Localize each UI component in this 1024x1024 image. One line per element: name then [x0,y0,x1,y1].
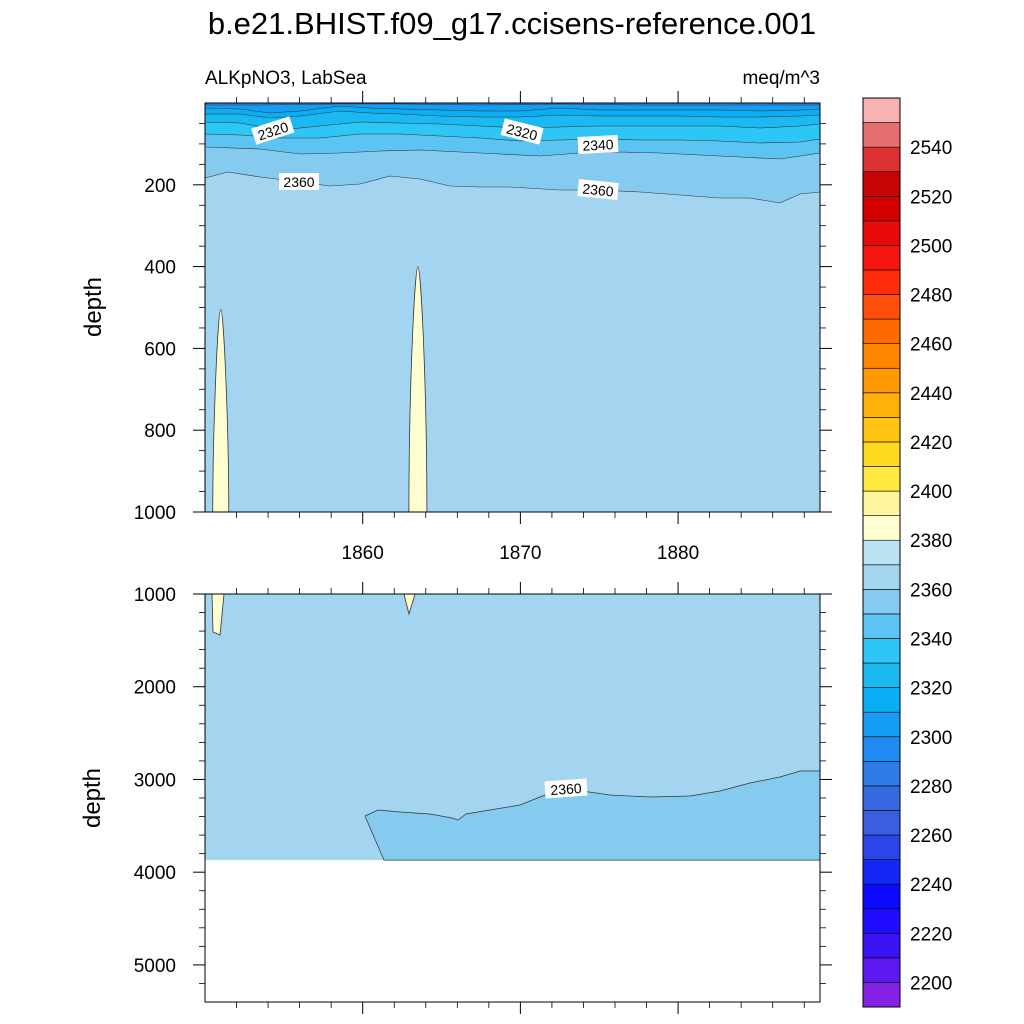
upper-contour-label-group: 2320 [500,118,544,145]
upper-contour-label-group: 2360 [279,173,319,190]
colorbar-tick-label: 2540 [910,138,952,159]
colorbar-swatch [862,564,901,590]
colorbar-swatch [862,392,901,418]
upper-contour-label: 2360 [582,180,615,199]
colorbar-tick-label: 2380 [910,531,952,552]
lower-contour-label-group: 2360 [544,778,588,799]
colorbar-tick-label: 2260 [910,826,952,847]
colorbar: 2200 2220 2240 2260 2280 2300 2320 2340 2360 2380… [862,97,952,1008]
colorbar-swatch [862,810,901,836]
lower-panel: 2360 1000 2000 3000 4000 5000 depth [79,582,832,1014]
lower-contour-label: 2360 [550,780,582,798]
colorbar-tick-label: 2440 [910,384,952,405]
colorbar-tick-label: 2460 [910,335,952,356]
upper-contour-label-group: 2360 [577,178,619,201]
colorbar-tick-label: 2420 [910,433,952,454]
lower-y-tick-label: 1000 [134,585,176,606]
upper-anomaly-lens [408,266,428,513]
chart-title: b.e21.BHIST.f09_g17.ccisens-reference.00… [208,6,816,41]
colorbar-swatch [862,711,901,738]
colorbar-swatch [862,97,901,123]
colorbar-tick-label: 2320 [910,679,952,700]
colorbar-swatch [862,613,901,639]
colorbar-swatch [862,146,901,173]
colorbar-swatch [862,171,901,197]
variable-label: ALKpNO3, LabSea [205,68,367,89]
colorbar-swatch [862,589,901,615]
upper-y-tick-label: 200 [144,176,176,197]
upper-contour-label-bg [577,134,619,155]
colorbar-tick-label: 2500 [910,236,952,257]
colorbar-swatch [862,982,901,1008]
upper-y-tick-label: 800 [144,421,176,442]
upper-contour-label-bg [577,178,619,201]
colorbar-swatch [862,736,901,762]
colorbar-swatch [862,417,901,443]
x-tick-label: 1880 [657,543,699,564]
upper-contour-label-bg [500,118,544,145]
colorbar-swatch [862,122,901,148]
upper-contour-label: 2340 [582,136,614,154]
upper-contour-band [204,102,821,114]
colorbar-swatch [862,834,901,860]
colorbar-swatch [862,220,901,246]
colorbar-swatch [862,932,901,959]
lower-y-axis-label: depth [79,768,106,828]
colorbar-tick-label: 2400 [910,482,952,503]
colorbar-swatch [862,687,901,713]
x-tick-label: 1870 [499,543,541,564]
colorbar-tick-label: 2280 [910,777,952,798]
colorbar-swatch [862,441,901,467]
upper-contour-label: 2360 [283,174,314,190]
colorbar-swatch [862,515,901,541]
colorbar-tick-label: 2300 [910,728,952,749]
colorbar-swatch [862,883,901,910]
upper-contour-label-bg [279,173,319,190]
colorbar-tick-label: 2520 [910,187,952,208]
x-tick-label: 1860 [342,543,384,564]
upper-y-tick-label: 400 [144,258,176,279]
upper-contour-label-bg [251,116,295,145]
colorbar-swatch [862,638,901,664]
colorbar-swatch [862,343,901,369]
upper-anomaly-lens [212,309,230,513]
colorbar-tick-label: 2340 [910,629,952,650]
lower-y-tick-label: 5000 [134,956,176,977]
colorbar-swatch [862,245,901,271]
colorbar-tick-label: 2220 [910,924,952,945]
lower-y-tick-label: 4000 [134,863,176,884]
colorbar-swatch [862,466,901,492]
lower-y-tick-label: 3000 [134,770,176,791]
colorbar-swatch [862,367,901,394]
upper-y-axis-label: depth [80,277,107,337]
colorbar-tick-label: 2360 [910,580,952,601]
colorbar-tick-label: 2480 [910,286,952,307]
colorbar-swatch [862,908,901,934]
colorbar-swatch [862,269,901,295]
colorbar-swatch [862,957,901,983]
colorbar-swatch [862,662,901,688]
colorbar-swatch [862,294,901,320]
colorbar-swatch [862,859,901,885]
upper-contour-label: 2320 [505,120,539,143]
lower-contour-region [364,770,821,861]
colorbar-swatch [862,539,901,566]
upper-y-tick-label: 1000 [134,503,176,524]
colorbar-swatch [862,761,901,787]
upper-contour-label-group: 2340 [577,134,619,155]
colorbar-swatch [862,318,901,344]
upper-y-tick-label: 600 [144,339,176,360]
colorbar-frame [862,97,901,1008]
lower-y-tick-label: 2000 [134,678,176,699]
colorbar-tick-label: 2240 [910,875,952,896]
units-label: meq/m^3 [742,68,820,89]
colorbar-swatch [862,490,901,516]
colorbar-swatch [862,195,901,222]
colorbar-tick-label: 2200 [910,973,952,994]
lower-contour-label-bg [544,778,588,799]
colorbar-swatch [862,785,901,811]
